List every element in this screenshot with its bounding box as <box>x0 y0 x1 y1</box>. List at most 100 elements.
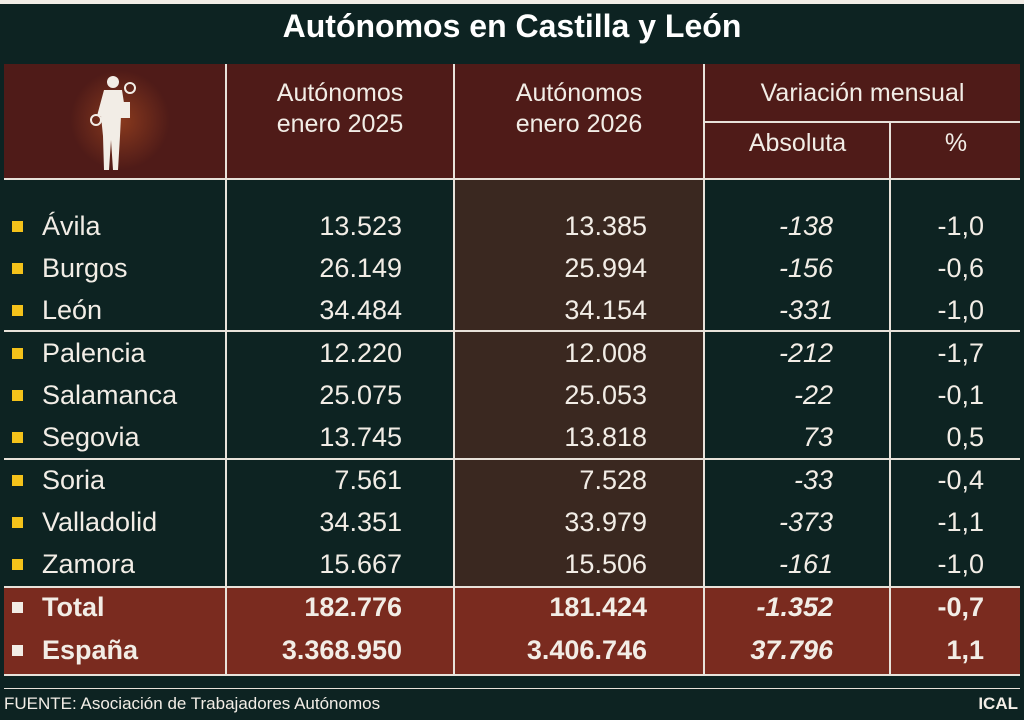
row-name: España <box>42 635 139 665</box>
row-name: Total <box>42 592 105 622</box>
percent-change: -0,6 <box>937 253 984 283</box>
percent-change: -1,0 <box>937 549 984 579</box>
absolute-change: -138 <box>778 211 833 241</box>
table-row: Salamanca 25.075 25.053 -22 -0,1 <box>0 374 1024 416</box>
value-2026: 34.154 <box>564 295 647 325</box>
table-row: León 34.484 34.154 -331 -1,0 <box>0 289 1024 331</box>
bullet-icon <box>12 305 23 316</box>
header-2025: Autónomos enero 2025 <box>276 79 404 138</box>
value-2025: 15.667 <box>319 549 402 579</box>
divider <box>4 458 1020 460</box>
bullet-icon <box>12 645 23 656</box>
row-name: Soria <box>42 465 106 495</box>
bullet-icon <box>12 559 23 570</box>
value-2025: 12.220 <box>319 338 402 368</box>
value-2025: 26.149 <box>319 253 402 283</box>
row-name: Palencia <box>42 338 146 368</box>
row-name: León <box>42 295 103 325</box>
value-2025: 34.484 <box>319 295 402 325</box>
value-2025: 13.523 <box>319 211 402 241</box>
header-absolute: Absoluta <box>748 129 847 157</box>
totals-band <box>4 587 1020 675</box>
value-2025: 3.368.950 <box>281 635 402 665</box>
row-name: Burgos <box>42 253 128 283</box>
table-row: Palencia 12.220 12.008 -212 -1,7 <box>0 332 1024 374</box>
header-variation: Variación mensual <box>760 79 965 107</box>
row-name: Zamora <box>42 549 136 579</box>
divider <box>4 674 1020 676</box>
bullet-icon <box>12 602 23 613</box>
percent-change: 0,5 <box>946 422 984 452</box>
value-2026: 13.385 <box>564 211 647 241</box>
percent-change: -0,1 <box>937 380 984 410</box>
value-2026: 181.424 <box>549 592 647 622</box>
divider <box>889 122 891 675</box>
table-row: Zamora 15.667 15.506 -161 -1,0 <box>0 543 1024 585</box>
value-2026: 15.506 <box>564 549 647 579</box>
value-2026: 3.406.746 <box>526 635 647 665</box>
worker-with-tools-icon <box>70 70 170 170</box>
column-2026-shade <box>455 180 703 587</box>
percent-change: -1,0 <box>937 295 984 325</box>
absolute-change: 37.796 <box>750 635 833 665</box>
absolute-change: -1.352 <box>756 592 833 622</box>
absolute-change: 73 <box>802 422 833 452</box>
absolute-change: -156 <box>778 253 833 283</box>
absolute-change: -161 <box>778 549 833 579</box>
header-percent: % <box>944 129 968 157</box>
absolute-change: -22 <box>793 380 833 410</box>
absolute-change: -331 <box>778 295 833 325</box>
value-2025: 13.745 <box>319 422 402 452</box>
row-name: Valladolid <box>42 507 158 537</box>
value-2026: 33.979 <box>564 507 647 537</box>
absolute-change: -373 <box>778 507 833 537</box>
divider <box>4 330 1020 332</box>
row-name: Segovia <box>42 422 140 452</box>
divider <box>705 121 1020 123</box>
divider <box>225 64 227 675</box>
bullet-icon <box>12 517 23 528</box>
bullet-icon <box>12 348 23 359</box>
table-row: Burgos 26.149 25.994 -156 -0,6 <box>0 247 1024 289</box>
bullet-icon <box>12 221 23 232</box>
bullet-icon <box>12 475 23 486</box>
value-2025: 25.075 <box>319 380 402 410</box>
table-row: Ávila 13.523 13.385 -138 -1,0 <box>0 205 1024 247</box>
value-2025: 7.561 <box>334 465 402 495</box>
percent-change: -1,1 <box>937 507 984 537</box>
bullet-icon <box>12 432 23 443</box>
value-2026: 25.053 <box>564 380 647 410</box>
percent-change: -1,0 <box>937 211 984 241</box>
percent-change: 1,1 <box>946 635 984 665</box>
percent-change: -1,7 <box>937 338 984 368</box>
row-name: Salamanca <box>42 380 178 410</box>
source-note: FUENTE: Asociación de Trabajadores Autón… <box>4 694 381 713</box>
percent-change: -0,4 <box>937 465 984 495</box>
divider <box>4 586 1020 588</box>
value-2025: 182.776 <box>304 592 402 622</box>
divider <box>4 178 1020 180</box>
divider <box>703 64 705 675</box>
brand-logo: ICAL <box>978 694 1018 713</box>
row-name: Ávila <box>42 211 101 241</box>
value-2026: 13.818 <box>564 422 647 452</box>
percent-change: -0,7 <box>937 592 984 622</box>
footer-rule <box>4 688 1020 689</box>
value-2026: 7.528 <box>579 465 647 495</box>
table-row: Segovia 13.745 13.818 73 0,5 <box>0 416 1024 458</box>
table-row: Valladolid 34.351 33.979 -373 -1,1 <box>0 501 1024 543</box>
page-title: Autónomos en Castilla y León <box>282 8 742 44</box>
absolute-change: -212 <box>778 338 833 368</box>
table-row: España 3.368.950 3.406.746 37.796 1,1 <box>0 629 1024 671</box>
bullet-icon <box>12 390 23 401</box>
value-2026: 25.994 <box>564 253 647 283</box>
value-2025: 34.351 <box>319 507 402 537</box>
value-2026: 12.008 <box>564 338 647 368</box>
absolute-change: -33 <box>793 465 833 495</box>
table-row: Soria 7.561 7.528 -33 -0,4 <box>0 459 1024 501</box>
bullet-icon <box>12 263 23 274</box>
top-rule <box>0 0 1024 4</box>
table-row: Total 182.776 181.424 -1.352 -0,7 <box>0 586 1024 628</box>
header-2026: Autónomos enero 2026 <box>515 79 643 138</box>
divider <box>453 64 455 675</box>
